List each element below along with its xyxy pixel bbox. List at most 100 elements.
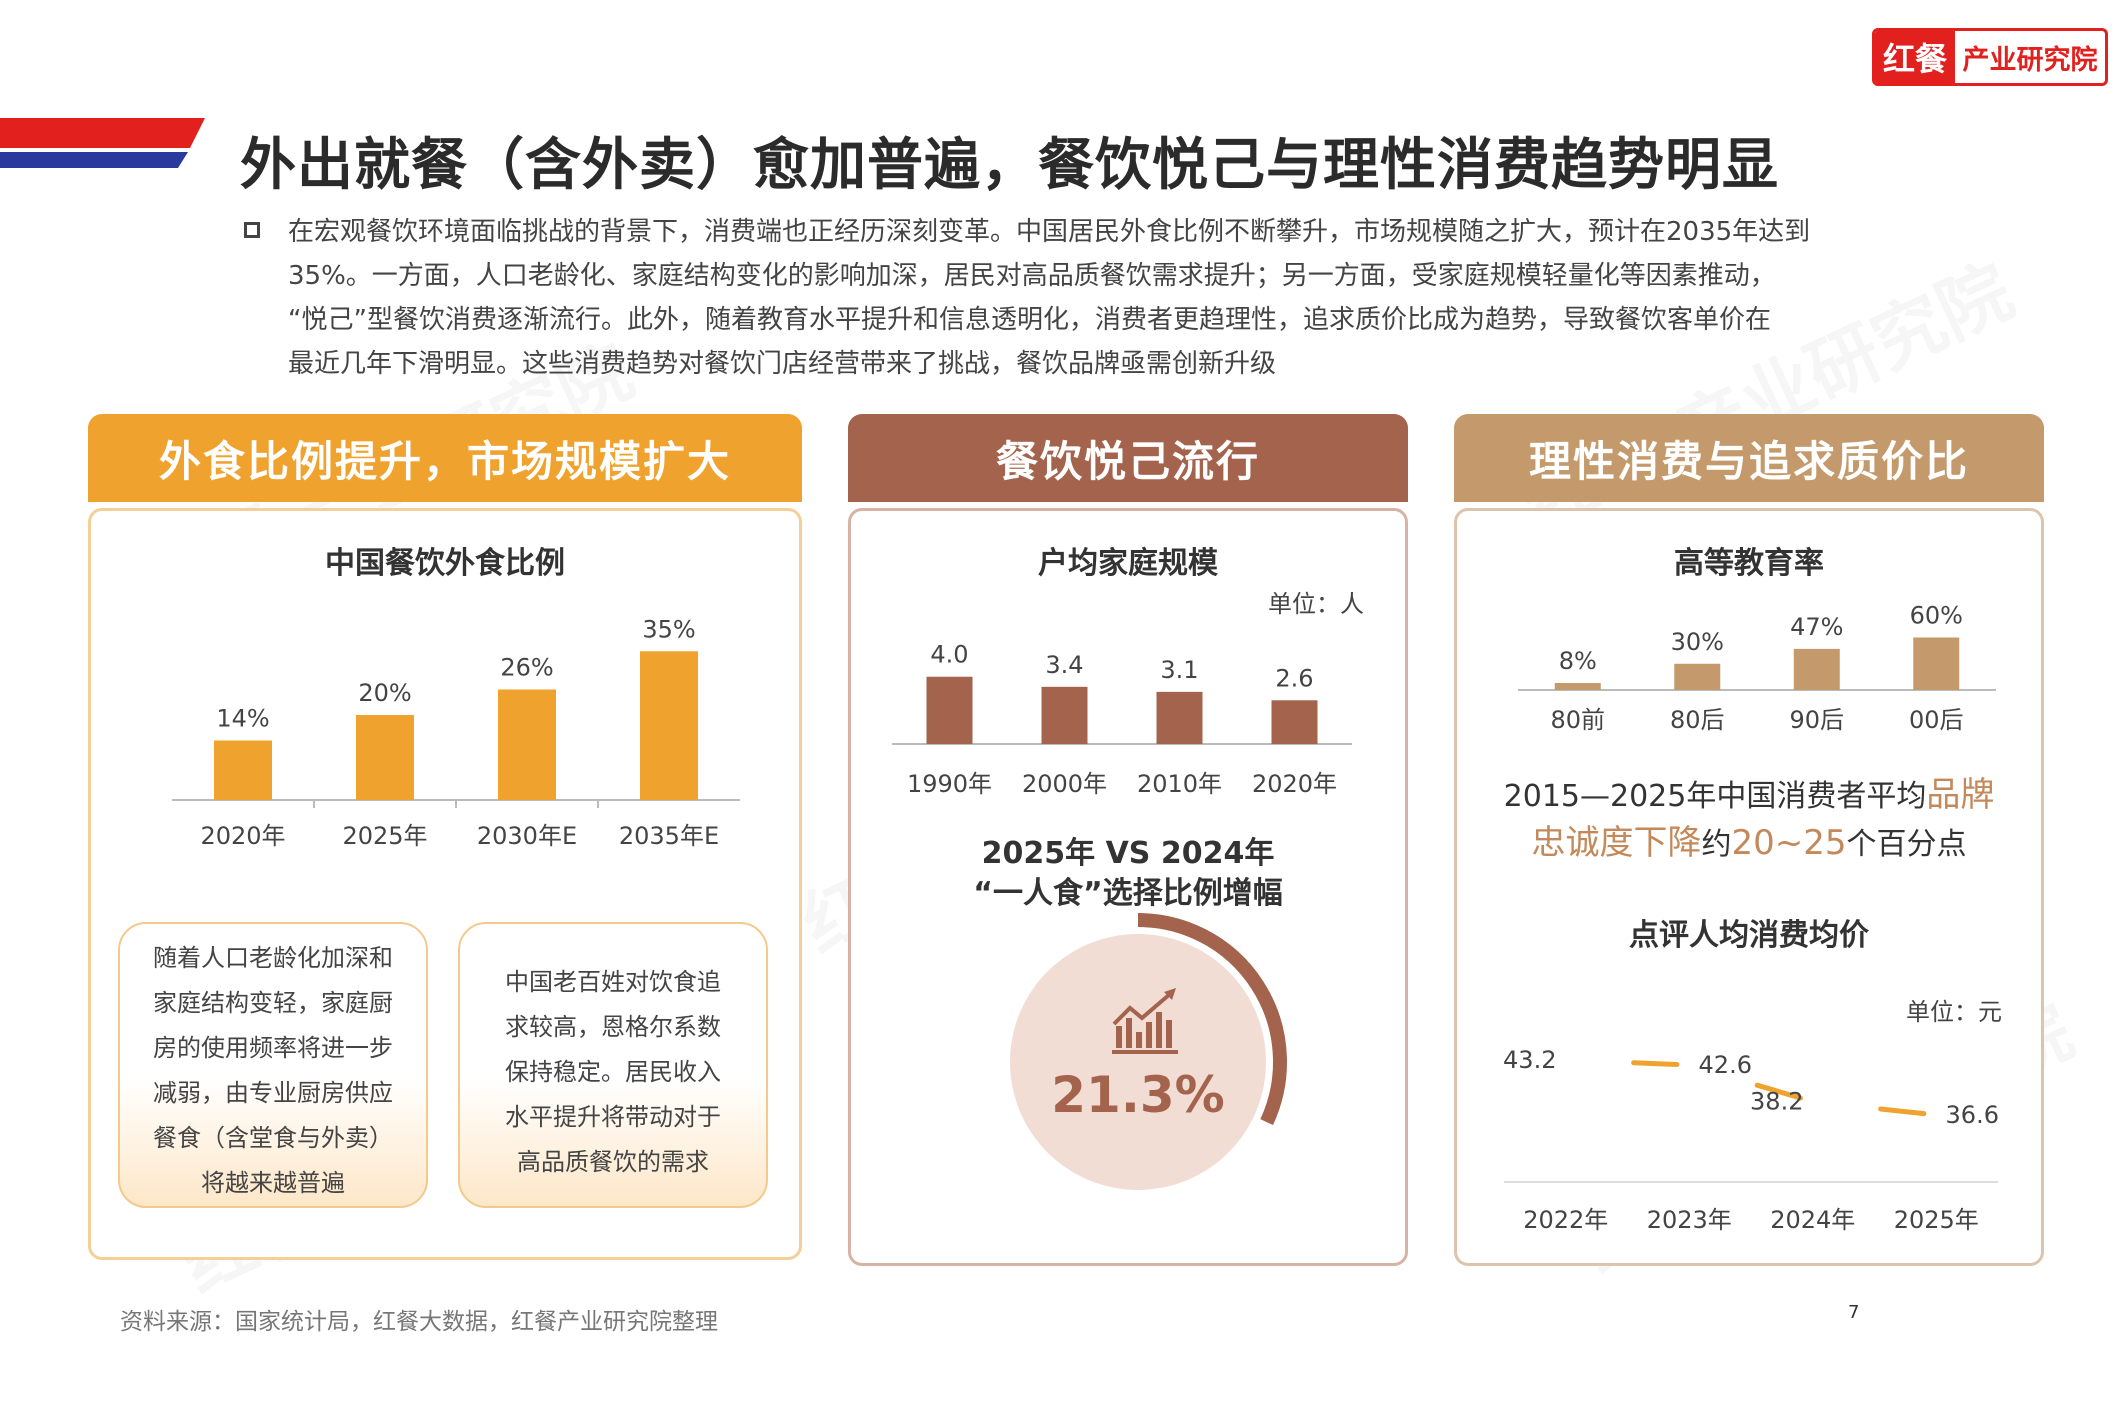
loyalty-highlight: 20~25 [1731, 823, 1847, 863]
unit-label: 单位：元 [1906, 998, 2002, 1026]
higher-education-chart: 8% 80前 30% 80后 47% 90后 60% 00后 [1518, 602, 1996, 734]
solo-title-line: “一人食”选择比例增幅 [973, 876, 1283, 911]
loyalty-text: 约 [1701, 827, 1732, 862]
bar [1674, 663, 1721, 690]
series-line [1631, 1060, 1680, 1067]
series-line [1878, 1106, 1927, 1117]
data-label: 3.1 [1160, 656, 1198, 684]
data-label: 43.2 [1503, 1046, 1556, 1074]
loyalty-highlight: 品牌 [1926, 775, 1995, 815]
unit-label: 单位：人 [1268, 590, 1364, 618]
data-label: 35% [642, 615, 695, 643]
intro-line: “悦己”型餐饮消费逐渐流行。此外，随着教育水平提升和信息透明化，消费者更趋理性，… [288, 305, 1771, 335]
category-label: 2020年 [200, 822, 285, 850]
header-stripe [0, 118, 205, 168]
chart-title: 点评人均消费均价 [1629, 918, 1869, 953]
household-size-chart: 4.0 1990年 3.4 2000年 3.1 2010年 2.6 2020年 [892, 641, 1352, 798]
note-line: 将越来越普遍 [201, 1169, 345, 1197]
bar [1271, 700, 1318, 744]
avg-spend-chart: 43.2 2022年 42.6 2023年 38.2 2024年 36.6 2025年 [1503, 1046, 1999, 1234]
category-label: 2023年 [1647, 1206, 1732, 1234]
note-line: 水平提升将带动对于 [505, 1103, 721, 1131]
ring-background [1010, 934, 1266, 1190]
data-label: 38.2 [1750, 1088, 1803, 1116]
growth-chart-icon [1112, 988, 1178, 1054]
middle-panel-header: 餐饮悦己流行 [848, 414, 1408, 502]
category-label: 2025年 [342, 822, 427, 850]
bar [1793, 648, 1840, 690]
series-line [1754, 1082, 1803, 1101]
category-label: 80后 [1670, 706, 1725, 734]
right-panel-header: 理性消费与追求质价比 [1454, 414, 2044, 502]
data-label: 4.0 [930, 641, 968, 669]
dining-out-ratio-chart: 14% 2020年 20% 2025年 26% 2030年E 35% 2035年E [172, 615, 740, 850]
note-line: 随着人口老龄化加深和 [153, 944, 393, 972]
intro-line: 35%。一方面，人口老龄化、家庭结构变化的影响加深，居民对高品质餐饮需求提升；另… [288, 261, 1776, 291]
loyalty-text: 个百分点 [1846, 827, 1967, 862]
logo-mark: 红餐 [1875, 31, 1955, 83]
chart-title: 户均家庭规模 [1038, 546, 1218, 581]
category-label: 2022年 [1523, 1206, 1608, 1234]
note-line: 减弱，由专业厨房供应 [153, 1079, 393, 1107]
bar [214, 740, 272, 800]
loyalty-highlight: 忠诚度下降 [1531, 823, 1702, 863]
bar [1913, 637, 1960, 690]
page-title: 外出就餐（含外卖）愈加普遍，餐饮悦己与理性消费趋势明显 [240, 133, 1779, 198]
data-label: 42.6 [1699, 1051, 1752, 1079]
category-label: 00后 [1909, 706, 1964, 734]
source-note: 资料来源：国家统计局，红餐大数据，红餐产业研究院整理 [120, 1309, 718, 1335]
note-line: 中国老百姓对饮食追 [505, 968, 721, 996]
data-label: 26% [500, 654, 553, 682]
solo-title-line: 2025年 VS 2024年 [981, 836, 1275, 871]
category-label: 2020年 [1252, 770, 1337, 798]
category-label: 80前 [1550, 706, 1605, 734]
bar [1041, 686, 1088, 744]
data-label: 3.4 [1045, 651, 1083, 679]
brand-loyalty-statement: 2015—2025年中国消费者平均品牌 忠诚度下降约20~25个百分点 [1454, 772, 2044, 868]
aging-note: 随着人口老龄化加深和 家庭结构变轻，家庭厨 房的使用频率将进一步 减弱，由专业厨… [118, 922, 428, 1208]
note-line: 餐食（含堂食与外卖） [153, 1124, 393, 1152]
page-number: 7 [1848, 1302, 1860, 1323]
bullet-square-icon [244, 222, 260, 238]
note-line: 家庭结构变轻，家庭厨 [153, 989, 393, 1017]
intro-line: 在宏观餐饮环境面临挑战的背景下，消费端也正经历深刻变革。中国居民外食比例不断攀升… [288, 217, 1811, 247]
data-label: 2.6 [1275, 664, 1313, 692]
data-label: 8% [1559, 647, 1597, 675]
note-line: 求较高，恩格尔系数 [505, 1013, 721, 1041]
data-label: 14% [216, 705, 269, 733]
note-line: 保持稳定。居民收入 [505, 1058, 721, 1086]
solo-dining-value: 21.3% [1051, 1066, 1224, 1124]
logo-text: 产业研究院 [1962, 44, 2098, 76]
bar [640, 651, 698, 800]
chart-title: 中国餐饮外食比例 [325, 546, 565, 581]
chart-title: 高等教育率 [1674, 546, 1824, 581]
data-label: 60% [1910, 602, 1963, 630]
intro-line: 最近几年下滑明显。这些消费趋势对餐饮门店经营带来了挑战，餐饮品牌亟需创新升级 [288, 349, 1277, 379]
category-label: 2035年E [619, 822, 719, 850]
left-panel-header: 外食比例提升，市场规模扩大 [88, 414, 802, 502]
category-label: 2010年 [1137, 770, 1222, 798]
data-label: 47% [1790, 613, 1843, 641]
solo-dining-ring: 21.3% [1010, 913, 1287, 1190]
category-label: 2025年 [1894, 1206, 1979, 1234]
right-panel [1454, 508, 2044, 1266]
category-label: 2030年E [477, 822, 577, 850]
data-label: 30% [1671, 628, 1724, 656]
solo-dining-title: 2025年 VS 2024年 “一人食”选择比例增幅 [848, 834, 1408, 914]
data-label: 36.6 [1946, 1101, 1999, 1129]
bar [926, 676, 973, 744]
note-line: 房的使用频率将进一步 [153, 1034, 393, 1062]
category-label: 90后 [1789, 706, 1844, 734]
loyalty-text: 2015—2025年中国消费者平均 [1503, 779, 1927, 814]
category-label: 2024年 [1770, 1206, 1855, 1234]
bar [1554, 683, 1601, 690]
bar [1156, 691, 1203, 744]
brand-logo: 红餐 产业研究院 [1872, 28, 2108, 86]
engel-note: 中国老百姓对饮食追 求较高，恩格尔系数 保持稳定。居民收入 水平提升将带动对于 … [458, 922, 768, 1208]
category-label: 2000年 [1022, 770, 1107, 798]
bar [356, 715, 414, 800]
category-label: 1990年 [907, 770, 992, 798]
data-label: 20% [358, 679, 411, 707]
bar [498, 689, 556, 800]
intro-paragraph: 在宏观餐饮环境面临挑战的背景下，消费端也正经历深刻变革。中国居民外食比例不断攀升… [288, 210, 1928, 386]
